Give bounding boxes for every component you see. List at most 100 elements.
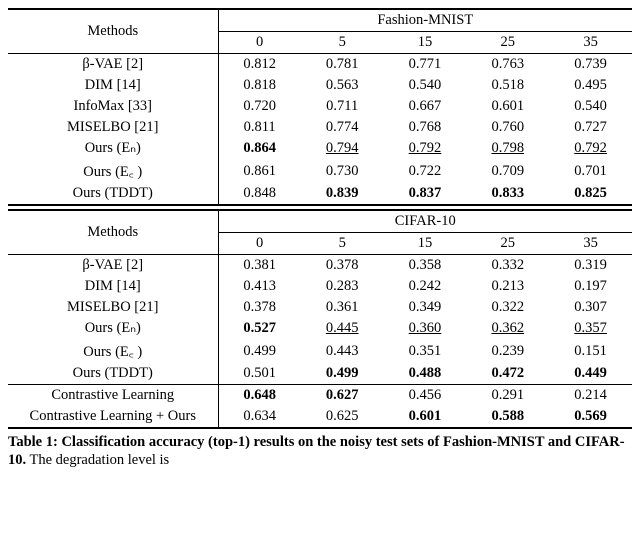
value-cell: 0.362 xyxy=(466,318,549,339)
value-cell: 0.763 xyxy=(466,54,549,75)
value-cell: 0.332 xyxy=(466,255,549,276)
value-cell: 0.360 xyxy=(384,318,467,339)
value-cell: 0.864 xyxy=(218,138,301,159)
dataset-header-cifar: CIFAR-10 xyxy=(218,210,632,233)
value-cell: 0.812 xyxy=(218,54,301,75)
method-cell: MISELBO [21] xyxy=(8,117,218,138)
value-cell: 0.667 xyxy=(384,96,467,117)
table-row: Ours (E꜀ )0.4990.4430.3510.2390.151 xyxy=(8,339,632,363)
methods-header: Methods xyxy=(8,10,218,54)
table-row: MISELBO [21]0.8110.7740.7680.7600.727 xyxy=(8,117,632,138)
value-cell: 0.499 xyxy=(218,339,301,363)
value-cell: 0.527 xyxy=(218,318,301,339)
value-cell: 0.781 xyxy=(301,54,384,75)
method-cell: Contrastive Learning xyxy=(8,385,218,406)
col-level: 25 xyxy=(466,233,549,255)
value-cell: 0.798 xyxy=(466,138,549,159)
value-cell: 0.709 xyxy=(466,159,549,183)
value-cell: 0.319 xyxy=(549,255,632,276)
value-cell: 0.825 xyxy=(549,183,632,205)
col-level: 15 xyxy=(384,32,467,54)
caption-tail: The degradation level is xyxy=(26,452,169,468)
value-cell: 0.307 xyxy=(549,297,632,318)
results-table: Methods Fashion-MNIST 0 5 15 25 35 β-VAE… xyxy=(8,8,632,429)
value-cell: 0.351 xyxy=(384,339,467,363)
value-cell: 0.792 xyxy=(549,138,632,159)
value-cell: 0.569 xyxy=(549,406,632,428)
value-cell: 0.495 xyxy=(549,75,632,96)
methods-header: Methods xyxy=(8,210,218,255)
col-level: 15 xyxy=(384,233,467,255)
table-row: β-VAE [2]0.3810.3780.3580.3320.319 xyxy=(8,255,632,276)
method-cell: MISELBO [21] xyxy=(8,297,218,318)
table-row: DIM [14]0.8180.5630.5400.5180.495 xyxy=(8,75,632,96)
value-cell: 0.720 xyxy=(218,96,301,117)
col-level: 5 xyxy=(301,32,384,54)
method-cell: Ours (TDDT) xyxy=(8,183,218,205)
method-cell: Ours (Eₙ) xyxy=(8,138,218,159)
value-cell: 0.518 xyxy=(466,75,549,96)
value-cell: 0.322 xyxy=(466,297,549,318)
method-cell: DIM [14] xyxy=(8,75,218,96)
method-cell: β-VAE [2] xyxy=(8,255,218,276)
value-cell: 0.151 xyxy=(549,339,632,363)
value-cell: 0.648 xyxy=(218,385,301,406)
table-caption: Table 1: Classification accuracy (top-1)… xyxy=(8,433,632,469)
table-row: InfoMax [33]0.7200.7110.6670.6010.540 xyxy=(8,96,632,117)
value-cell: 0.794 xyxy=(301,138,384,159)
value-cell: 0.601 xyxy=(384,406,467,428)
table-row: Contrastive Learning + Ours0.6340.6250.6… xyxy=(8,406,632,428)
value-cell: 0.456 xyxy=(384,385,467,406)
value-cell: 0.634 xyxy=(218,406,301,428)
value-cell: 0.730 xyxy=(301,159,384,183)
value-cell: 0.727 xyxy=(549,117,632,138)
col-level: 35 xyxy=(549,233,632,255)
col-level: 0 xyxy=(218,233,301,255)
value-cell: 0.839 xyxy=(301,183,384,205)
table-row: β-VAE [2]0.8120.7810.7710.7630.739 xyxy=(8,54,632,75)
value-cell: 0.378 xyxy=(301,255,384,276)
value-cell: 0.197 xyxy=(549,276,632,297)
method-cell: Contrastive Learning + Ours xyxy=(8,406,218,428)
value-cell: 0.213 xyxy=(466,276,549,297)
value-cell: 0.291 xyxy=(466,385,549,406)
method-cell: Ours (TDDT) xyxy=(8,363,218,385)
value-cell: 0.242 xyxy=(384,276,467,297)
value-cell: 0.601 xyxy=(466,96,549,117)
value-cell: 0.358 xyxy=(384,255,467,276)
method-cell: β-VAE [2] xyxy=(8,54,218,75)
value-cell: 0.811 xyxy=(218,117,301,138)
value-cell: 0.378 xyxy=(218,297,301,318)
table-row: MISELBO [21]0.3780.3610.3490.3220.307 xyxy=(8,297,632,318)
value-cell: 0.818 xyxy=(218,75,301,96)
table-row: Ours (E꜀ )0.8610.7300.7220.7090.701 xyxy=(8,159,632,183)
value-cell: 0.449 xyxy=(549,363,632,385)
value-cell: 0.861 xyxy=(218,159,301,183)
value-cell: 0.774 xyxy=(301,117,384,138)
method-cell: Ours (E꜀ ) xyxy=(8,159,218,183)
table-row: Ours (Eₙ)0.5270.4450.3600.3620.357 xyxy=(8,318,632,339)
value-cell: 0.443 xyxy=(301,339,384,363)
value-cell: 0.283 xyxy=(301,276,384,297)
value-cell: 0.563 xyxy=(301,75,384,96)
method-cell: Ours (Eₙ) xyxy=(8,318,218,339)
table-row: Contrastive Learning0.6480.6270.4560.291… xyxy=(8,385,632,406)
value-cell: 0.239 xyxy=(466,339,549,363)
table-row: Ours (Eₙ)0.8640.7940.7920.7980.792 xyxy=(8,138,632,159)
value-cell: 0.760 xyxy=(466,117,549,138)
value-cell: 0.445 xyxy=(301,318,384,339)
dataset-header-fm: Fashion-MNIST xyxy=(218,10,632,32)
table-row: DIM [14]0.4130.2830.2420.2130.197 xyxy=(8,276,632,297)
col-level: 5 xyxy=(301,233,384,255)
value-cell: 0.501 xyxy=(218,363,301,385)
value-cell: 0.739 xyxy=(549,54,632,75)
value-cell: 0.848 xyxy=(218,183,301,205)
value-cell: 0.488 xyxy=(384,363,467,385)
value-cell: 0.361 xyxy=(301,297,384,318)
value-cell: 0.540 xyxy=(384,75,467,96)
col-level: 35 xyxy=(549,32,632,54)
method-cell: DIM [14] xyxy=(8,276,218,297)
table-row: Ours (TDDT)0.8480.8390.8370.8330.825 xyxy=(8,183,632,205)
value-cell: 0.768 xyxy=(384,117,467,138)
value-cell: 0.833 xyxy=(466,183,549,205)
